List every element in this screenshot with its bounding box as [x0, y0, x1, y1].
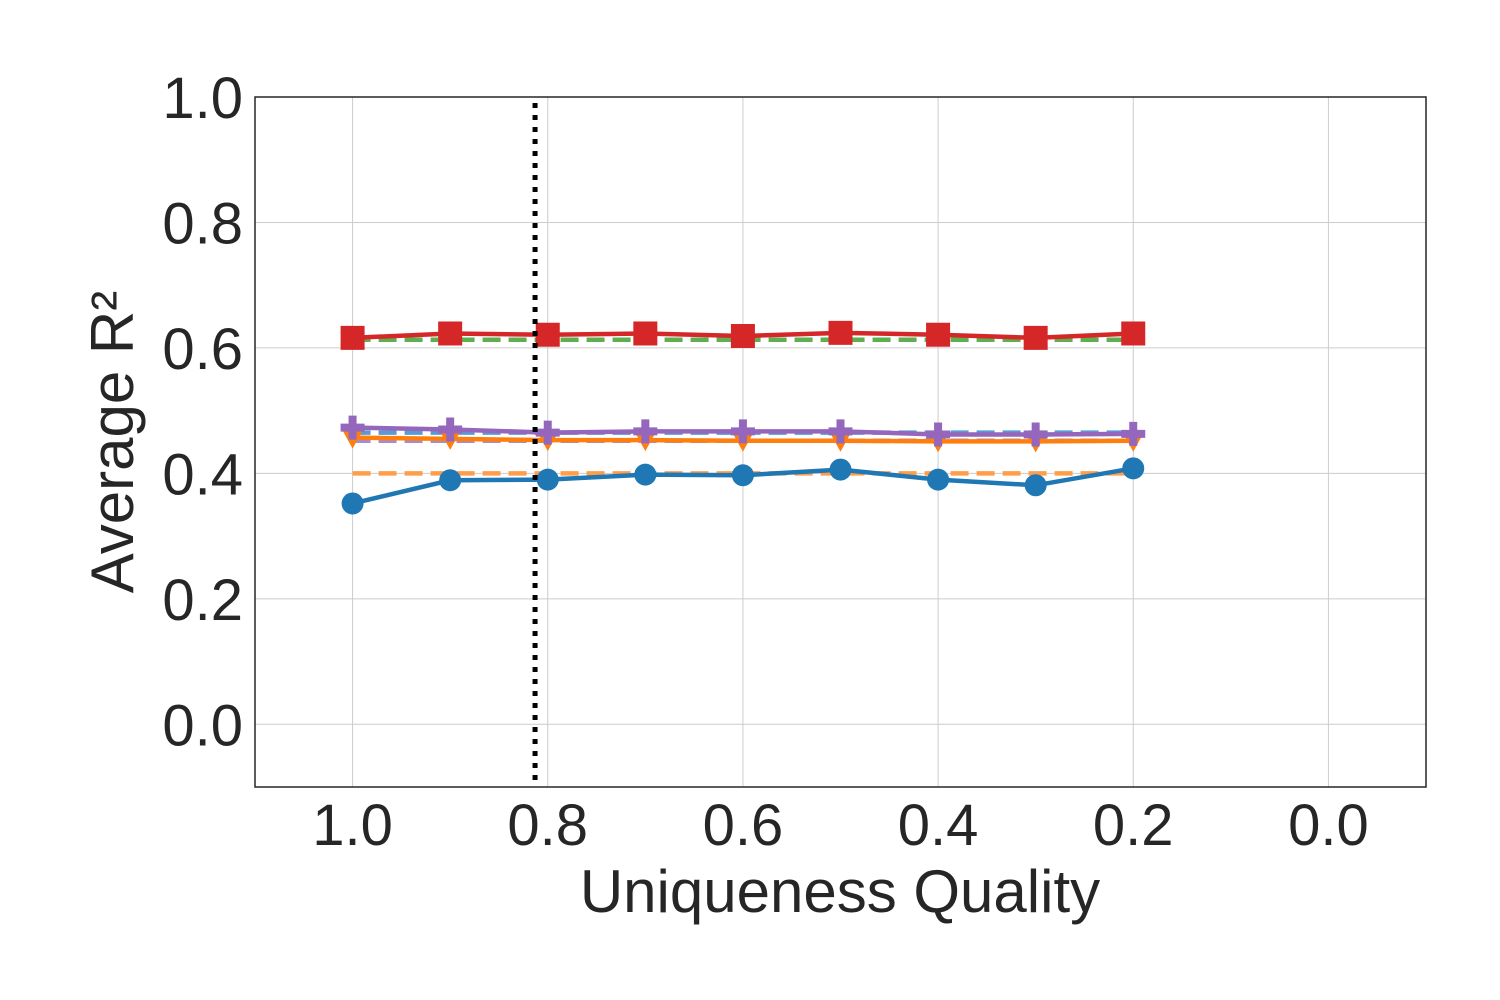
marker — [731, 464, 754, 487]
marker — [829, 458, 852, 481]
marker — [828, 419, 853, 444]
marker — [926, 322, 951, 347]
marker — [340, 325, 365, 350]
y-tick-label: 1.0 — [162, 66, 243, 131]
marker — [1023, 325, 1048, 350]
marker — [730, 323, 755, 348]
marker — [535, 322, 560, 347]
x-tick-label: 0.6 — [703, 793, 784, 858]
marker — [341, 492, 364, 515]
x-tick-label: 0.8 — [507, 793, 588, 858]
marker — [438, 417, 463, 442]
plot-frame — [254, 96, 1427, 788]
marker — [730, 419, 755, 444]
y-tick-label: 0.8 — [162, 191, 243, 256]
x-tick-label: 1.0 — [312, 793, 393, 858]
y-axis-label: Average R² — [79, 291, 146, 593]
y-tick-label: 0.2 — [162, 568, 243, 633]
marker — [634, 463, 657, 486]
y-tick-label: 0.6 — [162, 317, 243, 382]
marker — [927, 468, 950, 491]
y-tick-label: 0.0 — [162, 693, 243, 758]
marker — [633, 321, 658, 346]
marker — [1121, 421, 1146, 446]
marker — [633, 419, 658, 444]
marker — [536, 468, 559, 491]
marker — [438, 321, 463, 346]
y-tick-label: 0.4 — [162, 442, 243, 507]
marker — [926, 422, 951, 447]
marker — [340, 415, 365, 440]
marker — [1122, 457, 1145, 480]
marker — [1023, 422, 1048, 447]
x-tick-label: 0.2 — [1093, 793, 1174, 858]
marker — [1121, 321, 1146, 346]
x-axis-label: Uniqueness Quality — [580, 858, 1100, 925]
marker — [828, 320, 853, 345]
x-tick-label: 0.4 — [898, 793, 979, 858]
x-tick-label: 0.0 — [1288, 793, 1369, 858]
marker — [439, 469, 462, 492]
marker — [1024, 474, 1047, 497]
marker — [535, 420, 560, 445]
